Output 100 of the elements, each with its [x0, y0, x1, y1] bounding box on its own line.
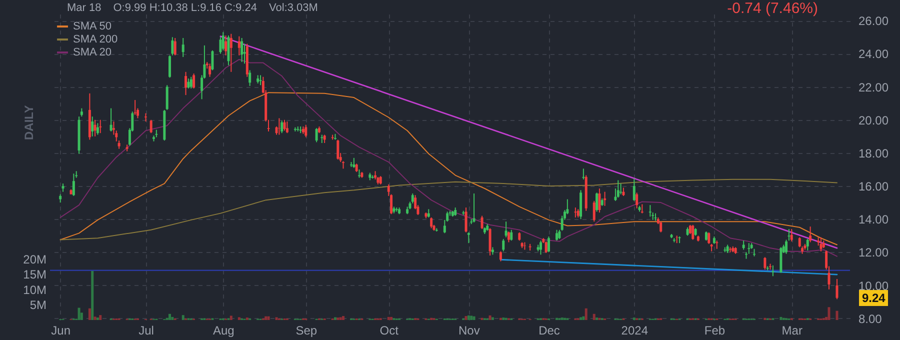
text: Mar 18 — [67, 2, 102, 14]
bar — [339, 317, 342, 320]
candlestick — [112, 121, 115, 136]
line-series — [60, 92, 838, 246]
bar — [780, 316, 782, 320]
y2-tick-label: 20M — [23, 252, 47, 266]
bar — [491, 317, 494, 320]
candlestick — [616, 180, 620, 198]
candlestick — [174, 37, 176, 56]
bar — [99, 315, 102, 320]
candlestick — [836, 278, 838, 300]
candlestick — [596, 192, 598, 212]
bar — [342, 316, 344, 320]
y-tick-label: 8.00 — [858, 312, 882, 326]
text: 9.24 — [859, 290, 888, 306]
candlestick — [94, 119, 96, 137]
candlestick — [636, 192, 638, 209]
candlestick — [166, 84, 168, 110]
candlestick — [772, 264, 774, 277]
candlestick — [222, 32, 224, 51]
candlestick — [192, 73, 196, 89]
candlestick — [464, 207, 468, 233]
candlestick — [99, 119, 102, 134]
candlestick — [230, 33, 232, 72]
legend-label: SMA 50 — [73, 20, 112, 32]
y-tick-label: 10.00 — [858, 278, 889, 293]
candlestick — [692, 224, 694, 240]
candlestick — [184, 71, 188, 96]
x-tick-label: Nov — [458, 324, 480, 338]
bar — [464, 316, 468, 320]
candlestick — [556, 229, 558, 242]
candlestick — [708, 232, 710, 244]
candlestick — [480, 215, 484, 230]
x-tick-label: Mar — [782, 324, 802, 338]
candlestick — [764, 256, 766, 270]
candlestick — [632, 178, 636, 202]
candlestick — [96, 122, 99, 136]
bar — [182, 315, 184, 320]
candlestick — [248, 70, 252, 86]
candlestick — [502, 238, 505, 252]
candlestick — [224, 35, 228, 56]
candlestick — [283, 119, 286, 132]
line-series — [60, 178, 838, 240]
bar — [94, 316, 96, 320]
candlestick — [144, 112, 147, 122]
candlestick — [182, 37, 184, 58]
candlestick — [211, 50, 214, 71]
candlestick — [504, 221, 508, 238]
y-tick-label: 24.00 — [858, 47, 889, 62]
bar — [78, 308, 80, 320]
bar — [488, 315, 492, 320]
candlestick — [280, 120, 284, 134]
bar — [584, 308, 588, 320]
candlestick — [286, 121, 288, 134]
candlestick — [320, 134, 324, 144]
bar — [88, 308, 91, 320]
y-tick-label: 18.00 — [858, 146, 889, 160]
x-tick-label: Dec — [538, 324, 560, 338]
line-series — [60, 58, 838, 257]
candlestick — [806, 238, 809, 252]
candlestick — [574, 207, 577, 218]
candlestick — [598, 188, 601, 213]
bar — [264, 316, 268, 320]
text: Vol:3.03M — [268, 2, 318, 14]
candlestick — [790, 228, 793, 242]
bar — [467, 315, 470, 320]
bar — [171, 316, 174, 320]
candlestick — [742, 240, 745, 250]
candlestick — [472, 192, 476, 223]
bar — [91, 270, 94, 320]
candlestick — [467, 232, 470, 244]
candlestick — [592, 200, 596, 222]
candlestick — [539, 240, 542, 256]
candlestick — [171, 36, 174, 56]
candlestick — [315, 128, 318, 143]
x-tick-label: Jul — [138, 324, 154, 338]
x-tick-label: 2024 — [621, 324, 648, 338]
bar — [168, 314, 172, 320]
candlestick — [507, 231, 510, 243]
x-tick-label: Sep — [296, 324, 318, 338]
candlestick — [704, 231, 708, 242]
y-tick-label: 22.00 — [858, 80, 889, 94]
candlestick — [168, 54, 172, 78]
legend-label: SMA 20 — [73, 46, 112, 58]
candlestick — [150, 119, 152, 134]
candlestick — [640, 204, 644, 214]
bar — [836, 310, 838, 320]
candlestick — [336, 139, 340, 160]
candlestick — [72, 173, 75, 196]
candlestick — [499, 250, 502, 262]
candlestick — [304, 124, 308, 138]
y2-tick-label: 10M — [23, 282, 47, 297]
y-tick-label: 14.00 — [858, 212, 889, 227]
candlestick — [240, 37, 244, 62]
candlestick — [190, 76, 192, 89]
candlestick — [660, 221, 662, 233]
y-tick-label: 20.00 — [858, 113, 889, 128]
text: O:9.99 H:10.38 L:9.16 C:9.24 — [113, 2, 257, 14]
y2-tick-label: 15M — [23, 268, 47, 282]
candlestick — [544, 240, 548, 254]
